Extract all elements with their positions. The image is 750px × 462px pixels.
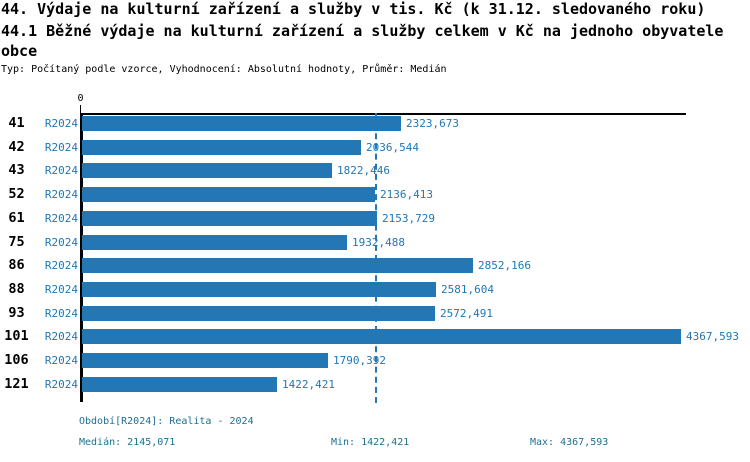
bar-value-label: 2572,491 — [440, 306, 493, 320]
bar — [82, 329, 681, 345]
row-category-label: 121 — [4, 375, 29, 392]
row-series-label: R2024 — [44, 188, 78, 202]
row-series-label: R2024 — [44, 259, 78, 273]
chart-row: 43 R2024 1822,446 — [0, 161, 750, 185]
bar — [82, 210, 377, 226]
row-category-label: 43 — [8, 162, 25, 179]
bar-value-label: 2323,673 — [406, 117, 459, 130]
bar — [82, 139, 361, 155]
chart-row: 101 R2024 4367,593 — [0, 327, 750, 351]
row-series-label: R2024 — [44, 164, 78, 178]
row-category-label: 106 — [4, 352, 29, 368]
row-category-label: 41 — [8, 115, 25, 131]
row-series-label: R2024 — [44, 117, 78, 130]
x-axis-origin-label: 0 — [77, 93, 84, 104]
bar — [82, 187, 375, 203]
chart-row: 86 R2024 2852,166 — [0, 256, 750, 280]
row-series-label: R2024 — [44, 211, 78, 225]
chart-row: 93 R2024 2572,491 — [0, 304, 750, 328]
row-category-label: 101 — [4, 328, 29, 345]
chart-title-line3: obce — [1, 42, 38, 60]
bar — [82, 258, 473, 274]
chart-row: 75 R2024 1932,488 — [0, 233, 750, 257]
row-category-label: 52 — [8, 186, 25, 203]
chart-row: 88 R2024 2581,604 — [0, 280, 750, 304]
bar — [82, 353, 328, 368]
row-series-label: R2024 — [44, 330, 78, 344]
chart-row: 52 R2024 2136,413 — [0, 185, 750, 209]
x-axis-line — [80, 113, 686, 115]
bar — [82, 163, 332, 179]
bar-value-label: 1422,421 — [282, 377, 335, 391]
bar-value-label: 2153,729 — [382, 211, 435, 225]
row-category-label: 86 — [8, 257, 25, 274]
bar-value-label: 1822,446 — [337, 164, 390, 178]
row-category-label: 88 — [8, 280, 25, 297]
row-category-label: 61 — [8, 209, 25, 226]
median-dashed-line — [375, 113, 377, 403]
row-series-label: R2024 — [44, 377, 78, 391]
bar — [82, 116, 401, 131]
row-series-label: R2024 — [44, 140, 78, 154]
footer-max-label: Max: 4367,593 — [530, 437, 609, 448]
row-series-label: R2024 — [44, 282, 78, 296]
bar-value-label: 2036,544 — [366, 140, 419, 154]
footer-period-label: Období[R2024]: Realita - 2024 — [79, 416, 254, 427]
bar — [82, 305, 435, 321]
chart-subtitle: Typ: Počítaný podle vzorce, Vyhodnocení:… — [1, 64, 447, 75]
bar — [82, 281, 436, 297]
bar — [82, 376, 277, 392]
x-axis-origin-tick — [80, 105, 81, 113]
bar-value-label: 2852,166 — [478, 259, 531, 273]
bar-value-label: 2581,604 — [441, 282, 494, 296]
row-series-label: R2024 — [44, 306, 78, 320]
chart-title-line2: 44.1 Běžné výdaje na kulturní zařízení a… — [1, 22, 724, 40]
chart-row: 61 R2024 2153,729 — [0, 209, 750, 233]
y-axis-line — [80, 113, 83, 402]
row-category-label: 42 — [8, 138, 25, 155]
chart-row: 106 R2024 1790,392 — [0, 351, 750, 375]
chart-row: 41 R2024 2323,673 — [0, 114, 750, 138]
bar-value-label: 2136,413 — [380, 188, 433, 202]
bar-value-label: 4367,593 — [686, 330, 739, 344]
footer-min-label: Min: 1422,421 — [331, 437, 410, 448]
bar-value-label: 1932,488 — [352, 235, 405, 249]
chart-row: 42 R2024 2036,544 — [0, 138, 750, 162]
row-category-label: 75 — [8, 233, 25, 250]
footer-median-label: Medián: 2145,071 — [79, 437, 176, 448]
row-series-label: R2024 — [44, 235, 78, 249]
bar — [82, 234, 347, 250]
chart-row: 121 R2024 1422,421 — [0, 375, 750, 399]
row-series-label: R2024 — [44, 354, 78, 367]
row-category-label: 93 — [8, 304, 25, 321]
chart-title-line1: 44. Výdaje na kulturní zařízení a služby… — [1, 0, 706, 18]
bar-value-label: 1790,392 — [333, 354, 386, 367]
